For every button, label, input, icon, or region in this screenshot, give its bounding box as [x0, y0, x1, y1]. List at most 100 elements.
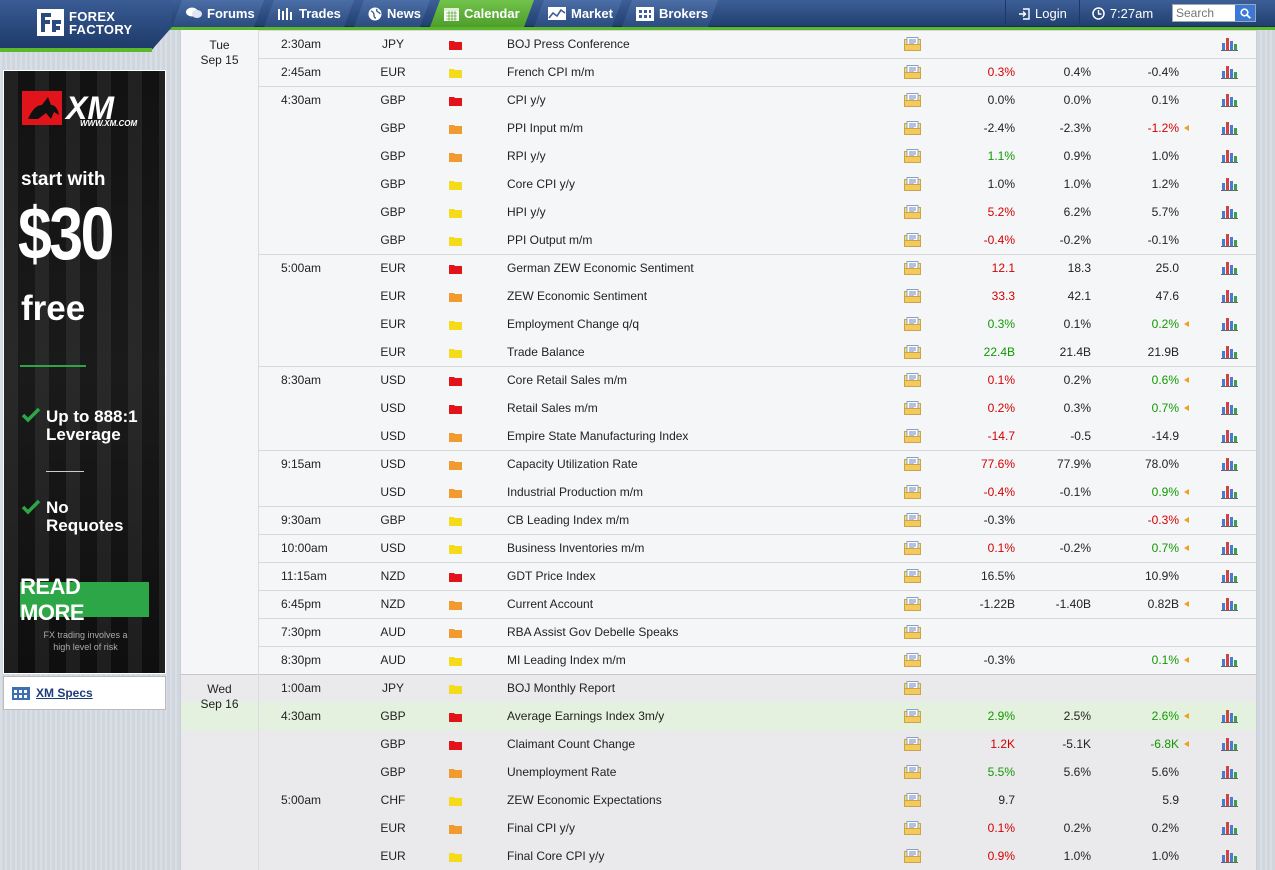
- event-detail-icon[interactable]: [904, 541, 921, 555]
- event-title[interactable]: GDT Price Index: [507, 569, 596, 583]
- graph-icon[interactable]: [1221, 288, 1238, 303]
- graph-icon[interactable]: [1221, 708, 1238, 723]
- impact-low-icon[interactable]: [449, 544, 462, 554]
- revised-arrow-icon[interactable]: [1183, 488, 1191, 496]
- event-title[interactable]: RBA Assist Gov Debelle Speaks: [507, 625, 679, 639]
- graph-icon[interactable]: [1221, 540, 1238, 555]
- event-title[interactable]: PPI Input m/m: [507, 121, 584, 135]
- event-detail-icon[interactable]: [904, 373, 921, 387]
- brand-name[interactable]: FOREX FACTORY: [69, 10, 133, 36]
- graph-icon[interactable]: [1221, 512, 1238, 527]
- impact-high-icon[interactable]: [449, 404, 462, 414]
- revised-arrow-icon[interactable]: [1183, 600, 1191, 608]
- revised-arrow-icon[interactable]: [1183, 656, 1191, 664]
- login-link[interactable]: Login: [1005, 0, 1079, 27]
- impact-low-icon[interactable]: [449, 796, 462, 806]
- xm-specs-link[interactable]: XM Specs: [36, 686, 93, 700]
- event-title[interactable]: RPI y/y: [507, 149, 546, 163]
- graph-icon[interactable]: [1221, 92, 1238, 107]
- graph-icon[interactable]: [1221, 428, 1238, 443]
- tab-calendar[interactable]: Calendar: [430, 0, 534, 27]
- event-title[interactable]: HPI y/y: [507, 205, 546, 219]
- event-detail-icon[interactable]: [904, 653, 921, 667]
- impact-high-icon[interactable]: [449, 96, 462, 106]
- impact-low-icon[interactable]: [449, 68, 462, 78]
- graph-icon[interactable]: [1221, 344, 1238, 359]
- tab-market[interactable]: Market: [534, 0, 622, 27]
- event-detail-icon[interactable]: [904, 401, 921, 415]
- event-detail-icon[interactable]: [904, 597, 921, 611]
- event-detail-icon[interactable]: [904, 317, 921, 331]
- event-title[interactable]: Trade Balance: [507, 345, 585, 359]
- impact-high-icon[interactable]: [449, 712, 462, 722]
- graph-icon[interactable]: [1221, 736, 1238, 751]
- graph-icon[interactable]: [1221, 64, 1238, 79]
- clock[interactable]: 7:27am: [1078, 0, 1165, 27]
- event-title[interactable]: Empire State Manufacturing Index: [507, 429, 689, 443]
- event-detail-icon[interactable]: [904, 709, 921, 723]
- event-detail-icon[interactable]: [904, 457, 921, 471]
- impact-low-icon[interactable]: [449, 208, 462, 218]
- impact-medium-icon[interactable]: [449, 628, 462, 638]
- event-title[interactable]: Core CPI y/y: [507, 177, 576, 191]
- graph-icon[interactable]: [1221, 120, 1238, 135]
- event-title[interactable]: CB Leading Index m/m: [507, 513, 630, 527]
- revised-arrow-icon[interactable]: [1183, 320, 1191, 328]
- impact-low-icon[interactable]: [449, 180, 462, 190]
- event-title[interactable]: Employment Change q/q: [507, 317, 640, 331]
- graph-icon[interactable]: [1221, 316, 1238, 331]
- revised-arrow-icon[interactable]: [1183, 124, 1191, 132]
- event-detail-icon[interactable]: [904, 289, 921, 303]
- event-title[interactable]: Unemployment Rate: [507, 765, 617, 779]
- event-detail-icon[interactable]: [904, 233, 921, 247]
- graph-icon[interactable]: [1221, 848, 1238, 863]
- impact-high-icon[interactable]: [449, 740, 462, 750]
- revised-arrow-icon[interactable]: [1183, 712, 1191, 720]
- event-detail-icon[interactable]: [904, 569, 921, 583]
- event-title[interactable]: German ZEW Economic Sentiment: [507, 261, 694, 275]
- graph-icon[interactable]: [1221, 820, 1238, 835]
- impact-low-icon[interactable]: [449, 684, 462, 694]
- impact-medium-icon[interactable]: [449, 768, 462, 778]
- impact-low-icon[interactable]: [449, 236, 462, 246]
- event-title[interactable]: BOJ Monthly Report: [507, 681, 616, 695]
- event-title[interactable]: French CPI m/m: [507, 65, 595, 79]
- event-detail-icon[interactable]: [904, 821, 921, 835]
- event-detail-icon[interactable]: [904, 345, 921, 359]
- revised-arrow-icon[interactable]: [1183, 516, 1191, 524]
- tab-news[interactable]: News: [354, 0, 430, 27]
- graph-icon[interactable]: [1221, 176, 1238, 191]
- event-title[interactable]: ZEW Economic Sentiment: [507, 289, 648, 303]
- search-button[interactable]: [1235, 5, 1255, 21]
- event-title[interactable]: ZEW Economic Expectations: [507, 793, 662, 807]
- event-detail-icon[interactable]: [904, 485, 921, 499]
- graph-icon[interactable]: [1221, 484, 1238, 499]
- event-title[interactable]: Current Account: [507, 597, 594, 611]
- graph-icon[interactable]: [1221, 232, 1238, 247]
- event-detail-icon[interactable]: [904, 65, 921, 79]
- impact-medium-icon[interactable]: [449, 824, 462, 834]
- event-title[interactable]: Capacity Utilization Rate: [507, 457, 638, 471]
- graph-icon[interactable]: [1221, 456, 1238, 471]
- graph-icon[interactable]: [1221, 400, 1238, 415]
- tab-forums[interactable]: Forums: [172, 0, 264, 27]
- event-title[interactable]: BOJ Press Conference: [507, 37, 630, 51]
- impact-high-icon[interactable]: [449, 40, 462, 50]
- event-title[interactable]: Final Core CPI y/y: [507, 849, 605, 863]
- revised-arrow-icon[interactable]: [1183, 544, 1191, 552]
- event-detail-icon[interactable]: [904, 121, 921, 135]
- event-detail-icon[interactable]: [904, 681, 921, 695]
- event-detail-icon[interactable]: [904, 37, 921, 51]
- impact-medium-icon[interactable]: [449, 152, 462, 162]
- event-title[interactable]: MI Leading Index m/m: [507, 653, 626, 667]
- impact-medium-icon[interactable]: [449, 124, 462, 134]
- impact-low-icon[interactable]: [449, 656, 462, 666]
- event-detail-icon[interactable]: [904, 177, 921, 191]
- impact-medium-icon[interactable]: [449, 292, 462, 302]
- tab-trades[interactable]: Trades: [264, 0, 354, 27]
- event-title[interactable]: Industrial Production m/m: [507, 485, 644, 499]
- site-logo[interactable]: [0, 0, 172, 52]
- event-detail-icon[interactable]: [904, 93, 921, 107]
- event-title[interactable]: Average Earnings Index 3m/y: [507, 709, 665, 723]
- graph-icon[interactable]: [1221, 596, 1238, 611]
